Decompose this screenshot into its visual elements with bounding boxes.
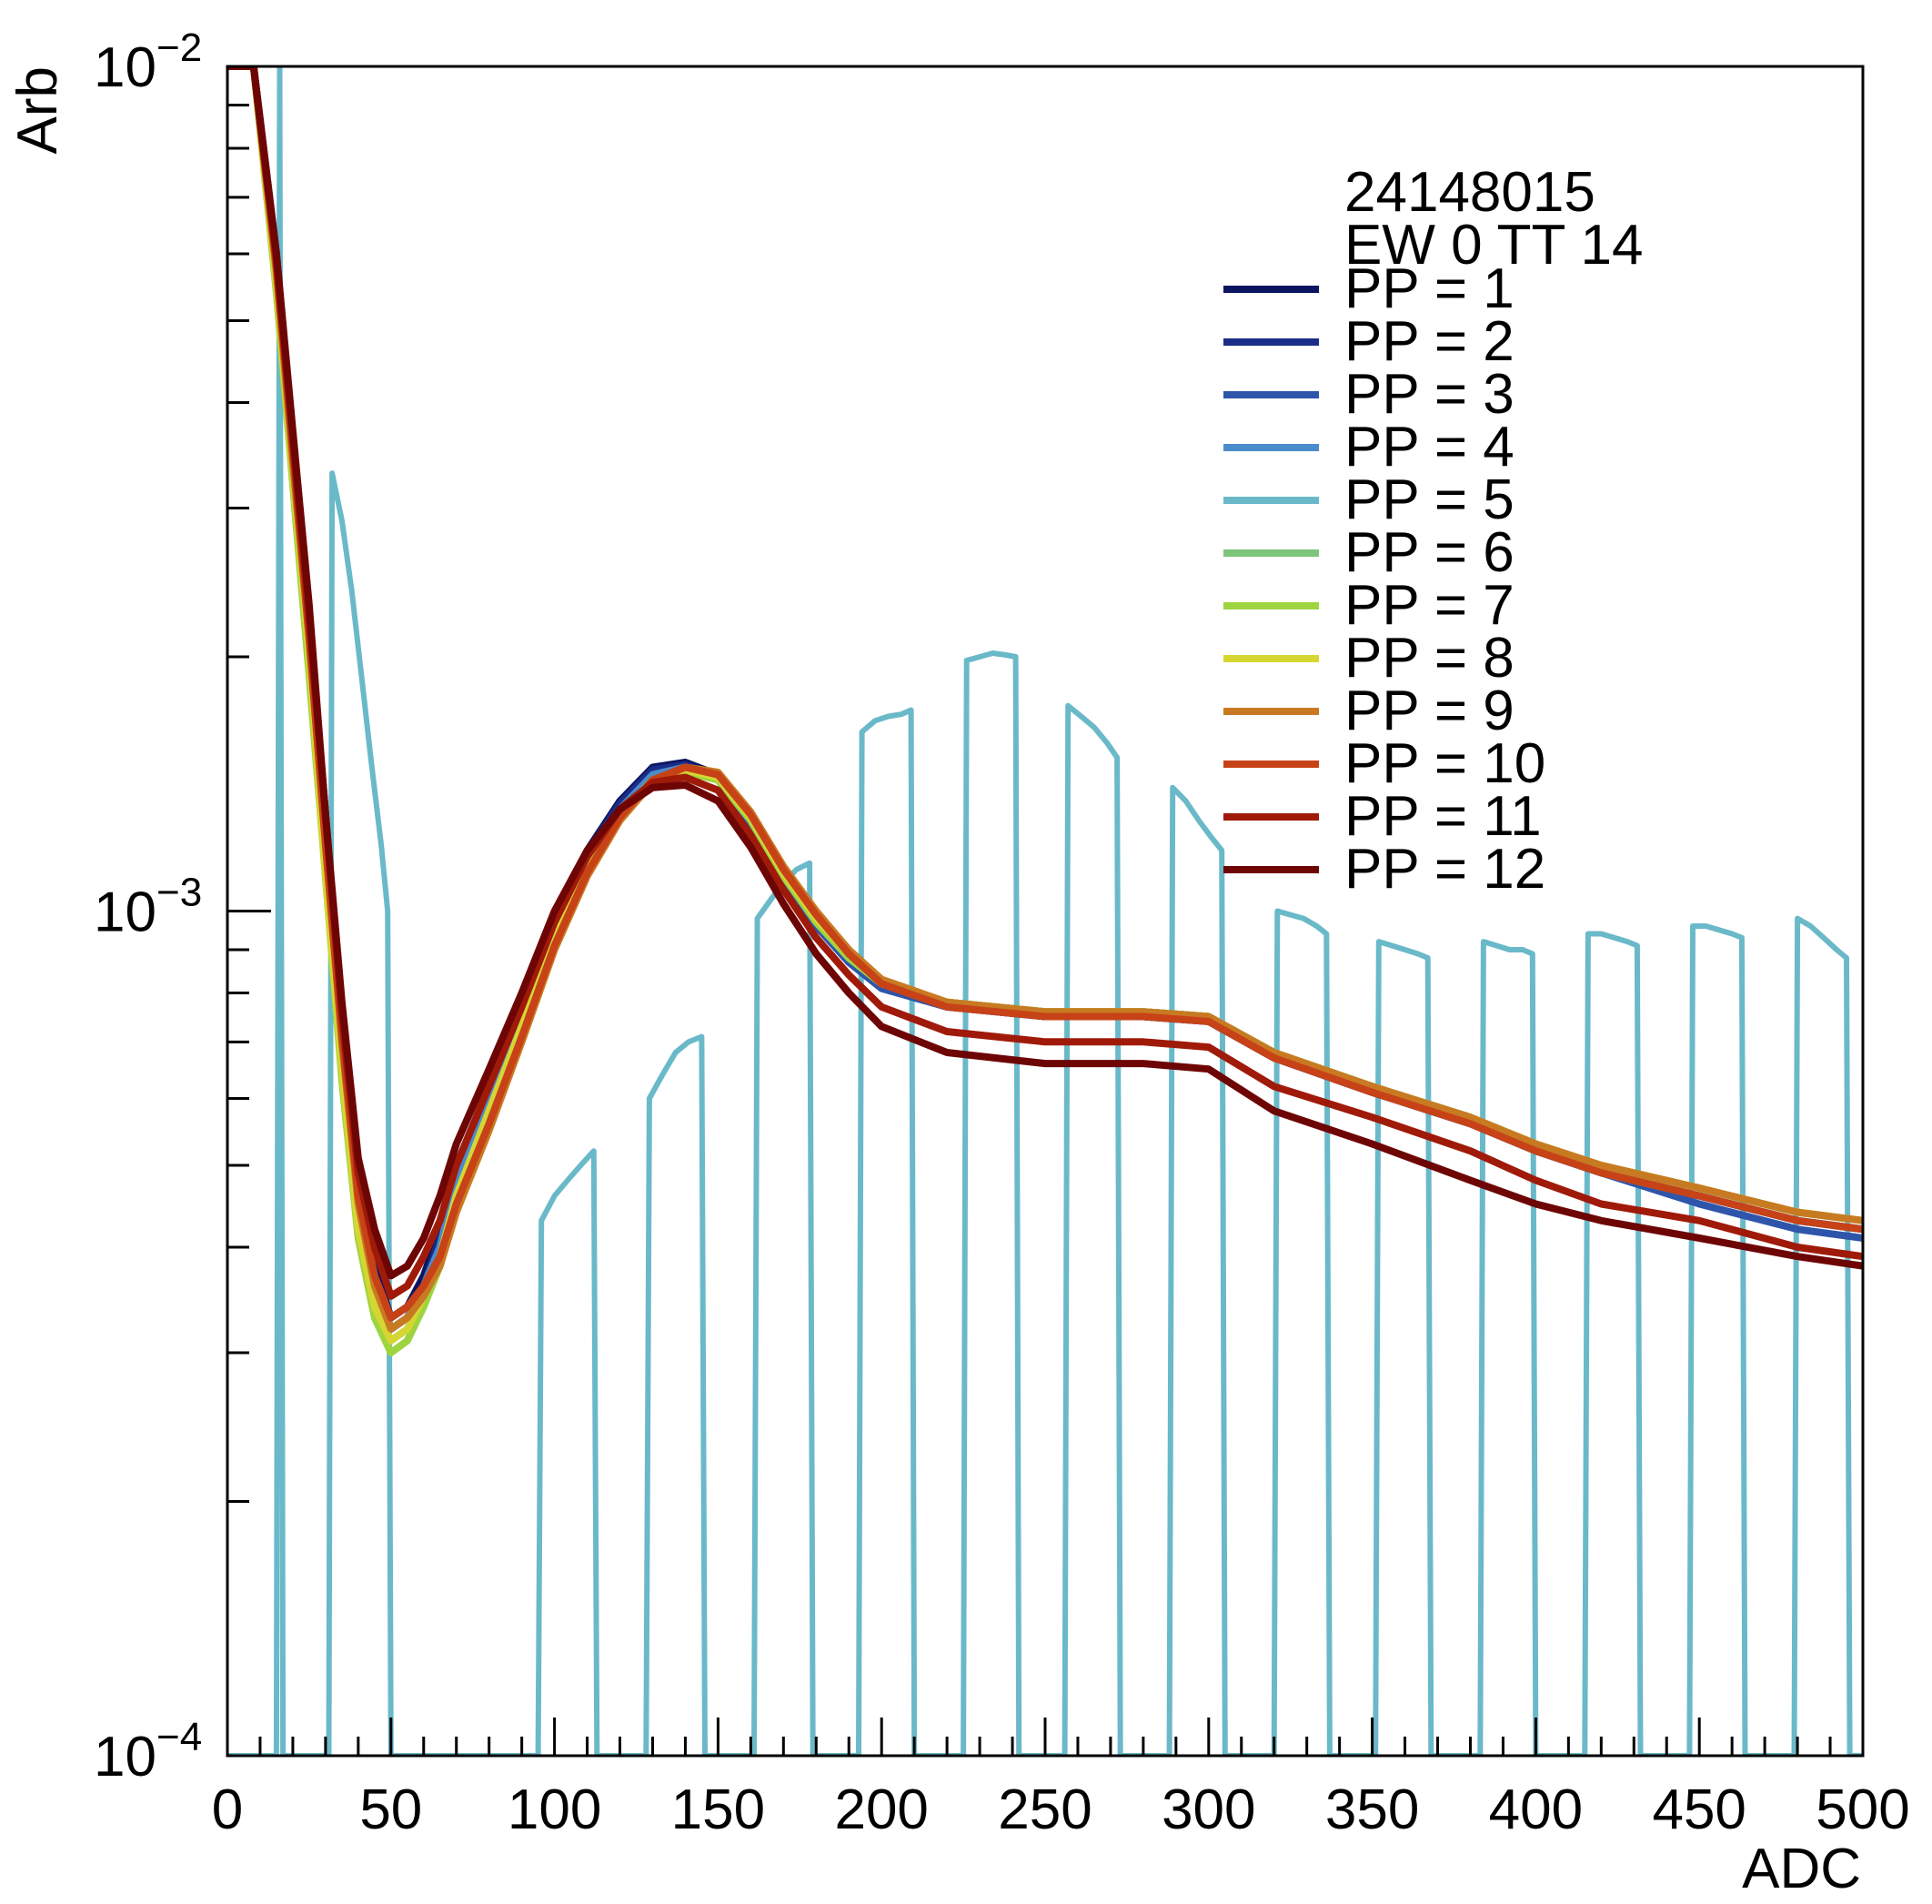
x-tick-label: 100 (508, 1778, 601, 1841)
y-tick-exponent: −4 (156, 1715, 202, 1759)
y-axis-title: Arb (6, 66, 69, 154)
x-tick-label: 350 (1325, 1778, 1419, 1841)
x-axis-title: ADC (1742, 1838, 1861, 1900)
legend-header-run: 24148015 (1344, 161, 1595, 224)
x-tick-label: 500 (1816, 1778, 1909, 1841)
legend-label-pp-9: PP = 9 (1344, 680, 1514, 742)
x-tick-label: 150 (671, 1778, 765, 1841)
legend-label-pp-11: PP = 11 (1344, 785, 1542, 848)
series-line-pp-12 (227, 66, 1863, 1280)
x-tick-label: 50 (359, 1778, 422, 1841)
legend-label-pp-2: PP = 2 (1344, 310, 1514, 373)
ticks-layer: 0 50 100 150 200 250 300 350 400 450 50010−210−310… (94, 25, 1910, 1841)
y-tick-label: 10 (94, 36, 156, 99)
x-tick-label: 450 (1652, 1778, 1746, 1841)
legend: 24148015 EW 0 TT 14 PP = 1PP = 2PP = 3PP… (1223, 161, 1644, 901)
series-layer (227, 66, 1863, 1756)
legend-label-pp-10: PP = 10 (1344, 732, 1545, 795)
x-tick-label: 0 (212, 1778, 243, 1841)
y-tick-exponent: −2 (156, 25, 202, 70)
legend-label-pp-4: PP = 4 (1344, 416, 1514, 479)
legend-label-pp-6: PP = 6 (1344, 521, 1514, 584)
legend-header-channel: EW 0 TT 14 (1344, 214, 1644, 277)
legend-label-pp-12: PP = 12 (1344, 838, 1545, 901)
x-tick-label: 200 (834, 1778, 928, 1841)
legend-label-pp-1: PP = 1 (1344, 257, 1514, 320)
x-tick-label: 250 (998, 1778, 1092, 1841)
y-tick-label: 10 (94, 1726, 156, 1788)
y-tick-label: 10 (94, 881, 156, 944)
legend-label-pp-3: PP = 3 (1344, 363, 1514, 426)
legend-label-pp-7: PP = 7 (1344, 574, 1514, 637)
legend-label-pp-5: PP = 5 (1344, 468, 1514, 531)
y-tick-exponent: −3 (156, 871, 202, 915)
x-tick-label: 400 (1489, 1778, 1583, 1841)
series-line-pp-5 (227, 66, 1863, 1756)
x-tick-label: 300 (1162, 1778, 1255, 1841)
legend-label-pp-8: PP = 8 (1344, 627, 1514, 690)
